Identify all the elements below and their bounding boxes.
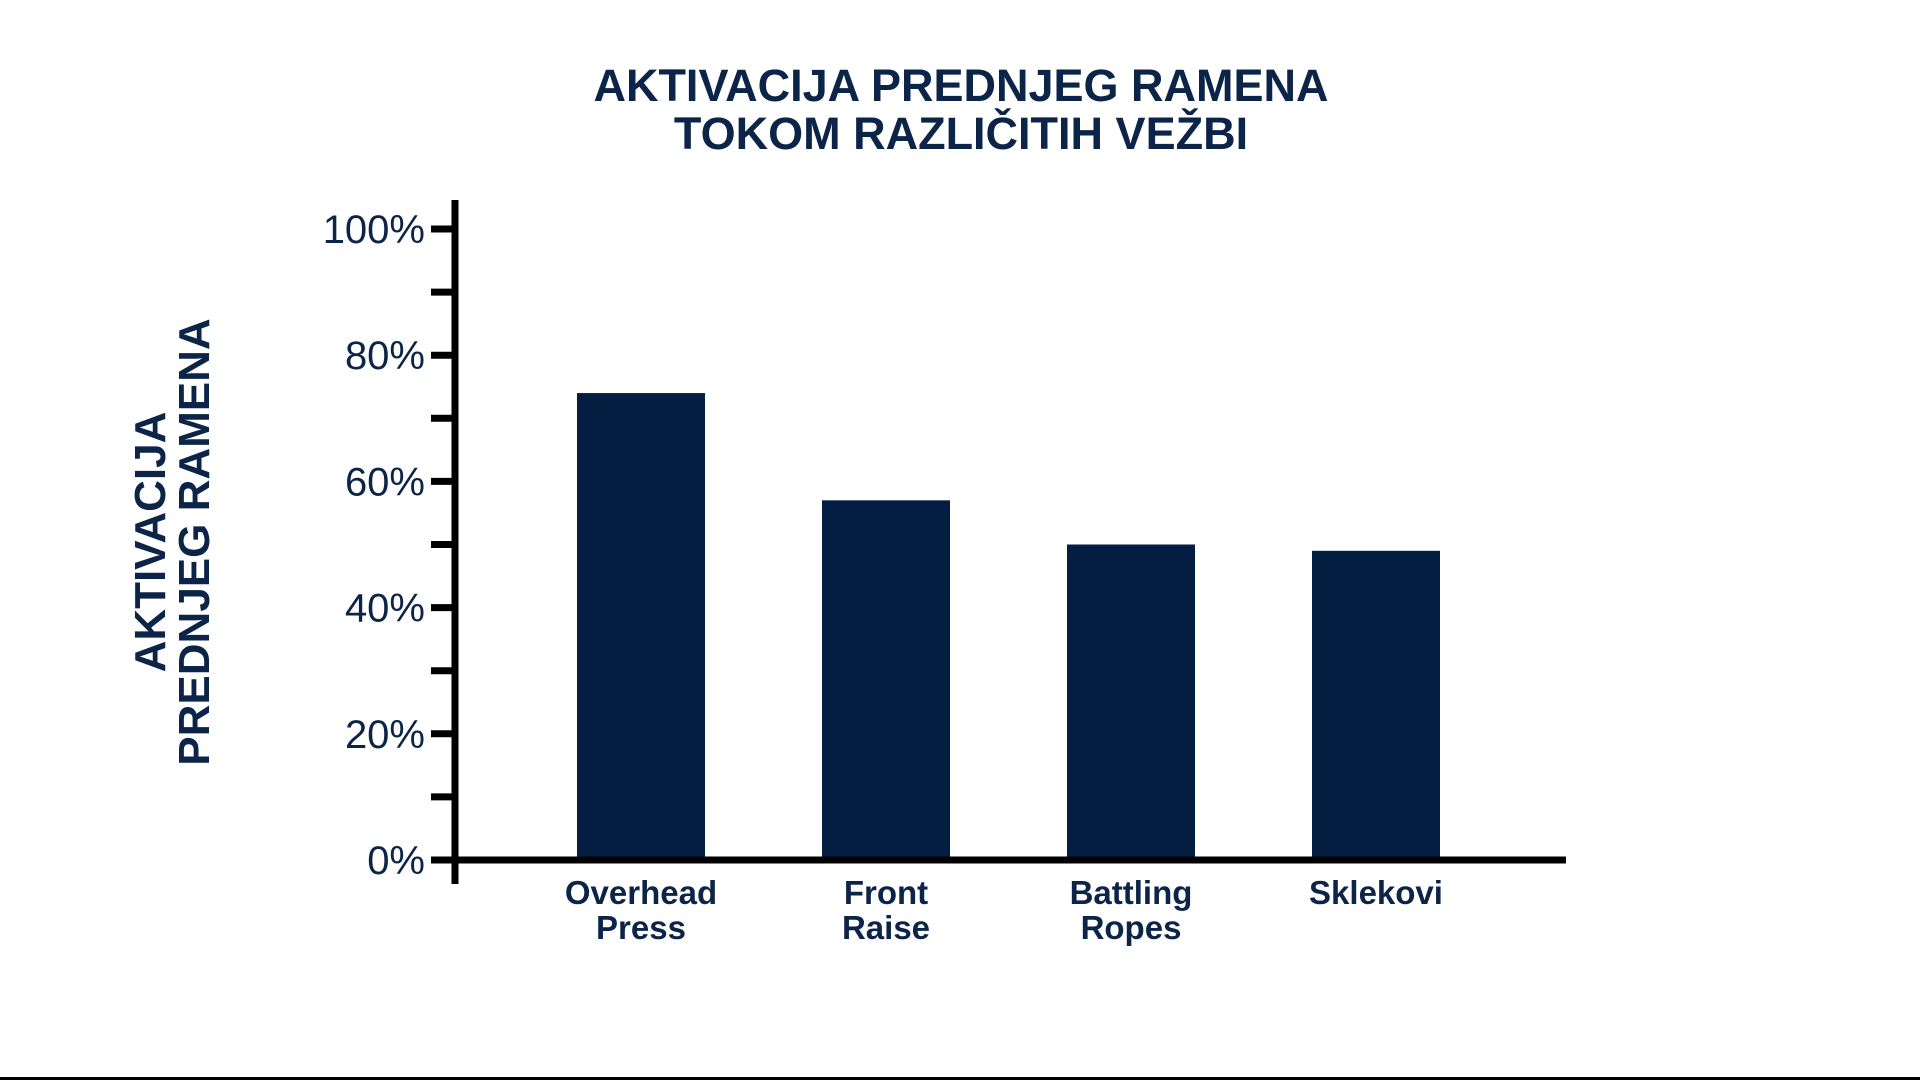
y-tick-label: 40% <box>345 587 425 631</box>
chart-title-line-1: AKTIVACIJA PREDNJEG RAMENA <box>593 60 1328 111</box>
chart-title-line-2: TOKOM RAZLIČITIH VEŽBI <box>674 108 1248 159</box>
bottom-border <box>0 1077 1920 1080</box>
y-axis-label-line-2: PREDNJEG RAMENA <box>170 318 219 765</box>
y-tick-label: 100% <box>323 208 425 252</box>
x-tick-label: Sklekovi <box>1309 874 1443 911</box>
y-axis-label-line-1: AKTIVACIJA <box>126 412 175 673</box>
x-tick-label: Press <box>596 909 686 946</box>
bar-0 <box>577 393 705 860</box>
x-tick-label: Raise <box>842 909 930 946</box>
bar-1 <box>822 500 950 860</box>
y-tick-label: 20% <box>345 713 425 757</box>
y-tick-label: 60% <box>345 460 425 504</box>
x-tick-label: Front <box>844 874 928 911</box>
bar-2 <box>1067 544 1195 860</box>
y-tick-label: 80% <box>345 334 425 378</box>
x-tick-label: Overhead <box>565 874 717 911</box>
x-tick-label: Ropes <box>1081 909 1182 946</box>
y-tick-label: 0% <box>367 839 425 883</box>
x-tick-label: Battling <box>1070 874 1193 911</box>
bar-3 <box>1312 550 1440 860</box>
